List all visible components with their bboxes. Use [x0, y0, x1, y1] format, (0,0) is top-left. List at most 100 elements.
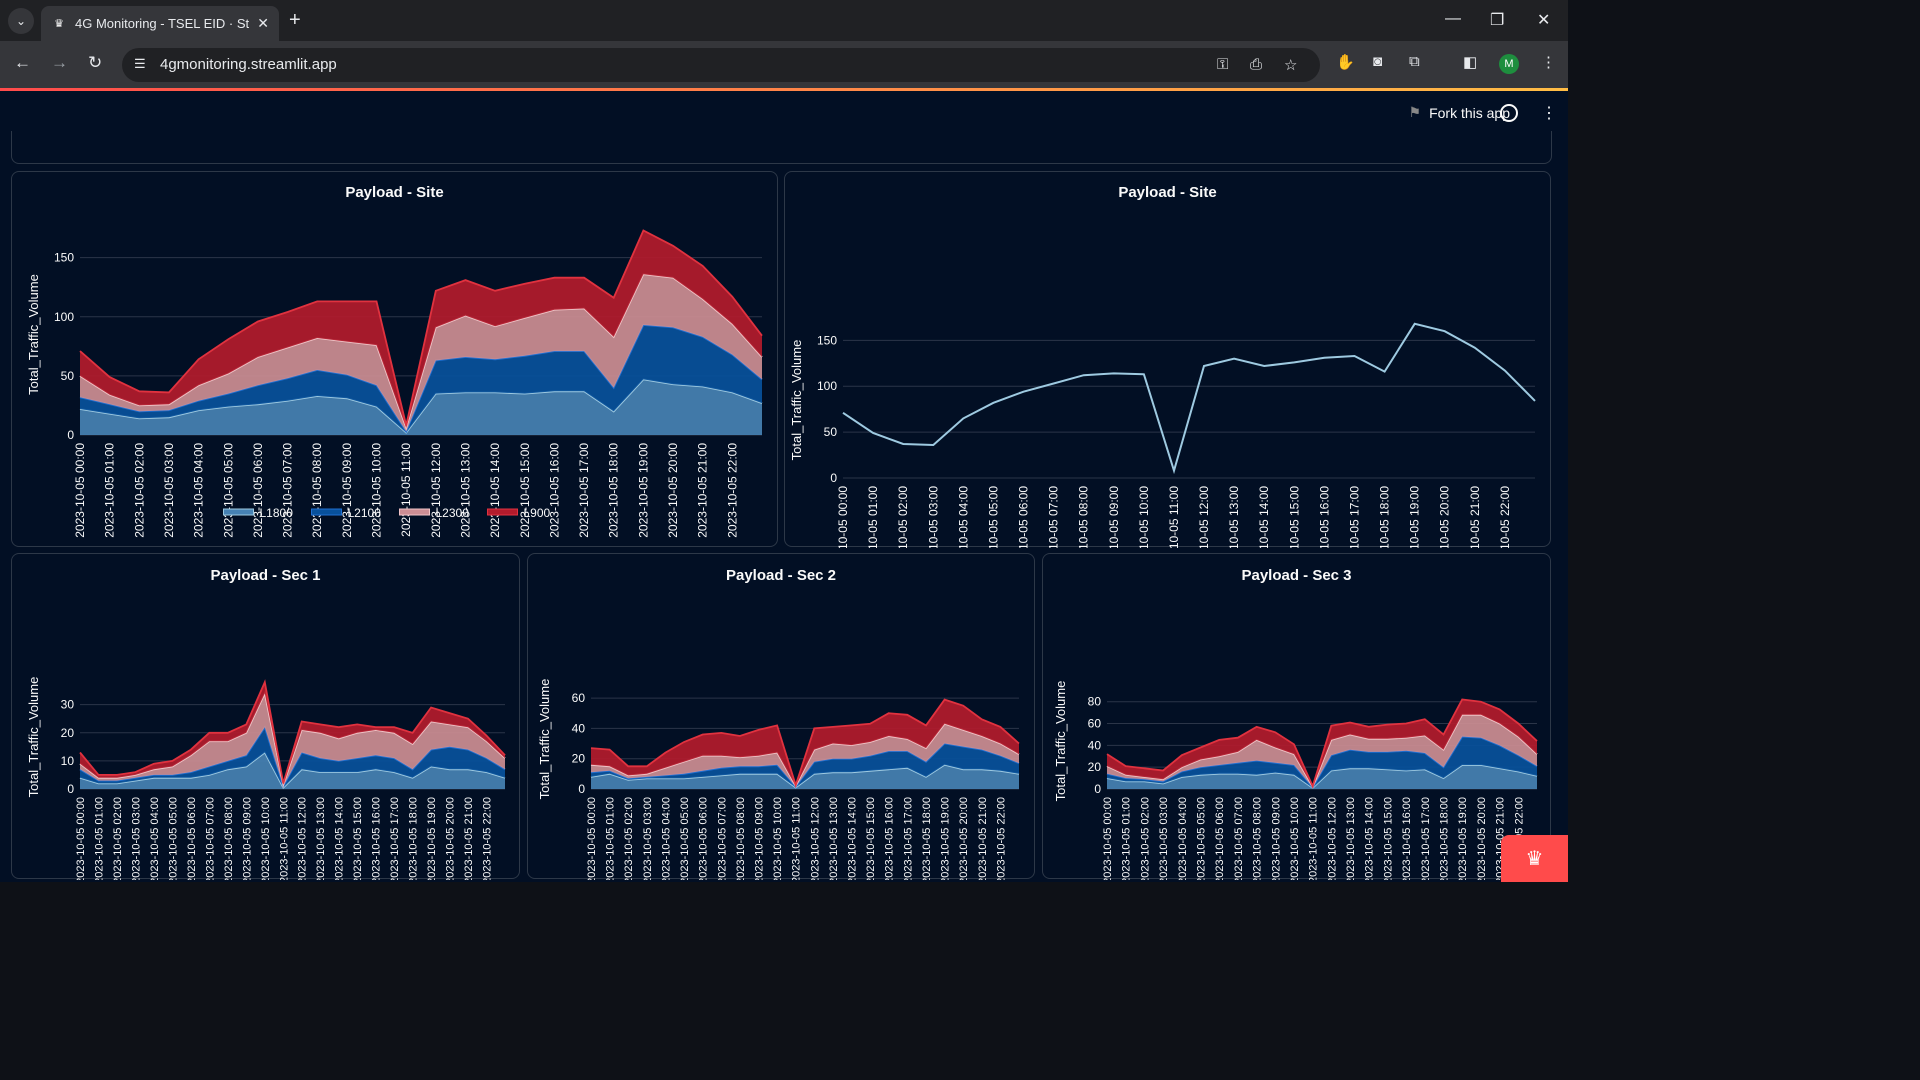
chart-panel-payload-sec3: Payload - Sec 3 0 20 40 60 80 Total_Traffic_V… — [1042, 553, 1552, 880]
bookmark-star-icon[interactable]: ☆ — [1284, 57, 1298, 74]
x-tick-label: 2023-10-05 20:00 — [1476, 797, 1488, 880]
x-tick-label: 2023-10-05 02:00 — [896, 486, 910, 548]
y-axis-label: Total_Traffic_Volume — [789, 340, 804, 461]
x-tick-label: 2023-10-05 09:00 — [241, 797, 253, 880]
y-tick-label: 20 — [572, 752, 586, 766]
address-bar[interactable]: ☰ 4gmonitoring.streamlit.app ⚿ ⎙ ☆ — [122, 48, 1320, 82]
y-tick-label: 100 — [54, 310, 74, 324]
x-tick-label: 2023-10-05 15:00 — [865, 797, 877, 880]
x-tick-label: 2023-10-05 13:00 — [1227, 486, 1241, 548]
area-series-L1800 — [80, 752, 505, 789]
area-line-L900 — [79, 229, 763, 426]
x-tick-label: 2023-10-05 01:00 — [93, 797, 105, 880]
chart-title: Payload - Site — [345, 184, 444, 201]
x-tick-label: 2023-10-05 18:00 — [1439, 797, 1451, 880]
area-line-L900 — [79, 679, 506, 784]
x-tick-label: 2023-10-05 07:00 — [204, 797, 216, 880]
x-tick-label: 2023-10-05 19:00 — [1408, 486, 1422, 548]
x-tick-label: 2023-10-05 03:00 — [130, 797, 142, 880]
site-info-icon[interactable]: ☰ — [134, 56, 146, 71]
y-tick-label: 40 — [1088, 738, 1102, 752]
close-tab-icon[interactable]: ✕ — [257, 15, 269, 31]
chevron-down-icon: ⌄ — [15, 14, 27, 28]
url-text[interactable]: 4gmonitoring.streamlit.app — [160, 56, 337, 73]
x-tick-label: 2023-10-05 16:00 — [371, 797, 383, 880]
x-tick-label: 2023-10-05 12:00 — [429, 443, 443, 538]
chart-panel-payload-sec1: Payload - Sec 1 0 10 20 30 Total_Traffic_Vol… — [11, 553, 521, 880]
x-tick-label: 2023-10-05 04:00 — [956, 486, 970, 548]
line-chart-payload-site[interactable]: 0 50 100 150 Total_Traffic_Volume 2023-10-05 … — [785, 172, 1552, 548]
area-chart-payload-site[interactable]: 0 50 100 150 Total_Traffic_Volume 2023-10-05 … — [12, 172, 779, 548]
x-tick-label: 2023-10-05 18:00 — [408, 797, 420, 880]
chart-title: Payload - Sec 1 — [210, 567, 321, 584]
area-chart-payload-sec3[interactable]: 0 20 40 60 80 Total_Traffic_Volume 2023-10-05 … — [1043, 554, 1552, 880]
y-tick-label: 80 — [1088, 695, 1102, 709]
tab-search-button[interactable]: ⌄ — [8, 8, 34, 34]
password-key-icon[interactable]: ⚿ — [1217, 56, 1229, 73]
area-chart-payload-sec2[interactable]: 0 20 40 60 Total_Traffic_Volume 2023-10-05 00… — [528, 554, 1036, 880]
area-series-L2100 — [80, 325, 762, 433]
x-tick-label: 2023-10-05 15:00 — [1382, 797, 1394, 880]
x-tick-label: 2023-10-05 14:00 — [334, 797, 346, 880]
x-tick-label: 2023-10-05 13:00 — [1345, 797, 1357, 880]
streamlit-crown-icon: ♛ — [54, 18, 64, 30]
y-tick-label: 0 — [67, 782, 74, 796]
minimize-window-button[interactable]: — — [1445, 10, 1461, 27]
app-menu-icon[interactable]: ⋮ — [1541, 105, 1557, 122]
x-tick-label: 2023-10-05 09:00 — [1107, 486, 1121, 548]
x-tick-label: 2023-10-05 04:00 — [192, 443, 206, 538]
install-app-icon[interactable]: ⎙ — [1250, 56, 1263, 73]
area-series-L2100 — [80, 727, 505, 788]
x-tick-label: 2023-10-05 12:00 — [297, 797, 309, 880]
legend-swatch-L2100 — [311, 508, 342, 516]
area-series-L2300 — [80, 274, 762, 432]
x-tick-label: 2023-10-05 16:00 — [884, 797, 896, 880]
x-tick-label: 2023-10-05 10:00 — [1289, 797, 1301, 880]
x-tick-label: 2023-10-05 08:00 — [1252, 797, 1264, 880]
browser-tab-active[interactable]: ♛ 4G Monitoring - TSEL EID · Stre ✕ — [41, 6, 279, 41]
new-tab-button[interactable]: + — [289, 9, 301, 31]
fork-button[interactable]: ⚑ Fork this app — [1409, 104, 1511, 121]
x-tick-label: 2023-10-05 22:00 — [1498, 486, 1512, 548]
streamlit-crown-badge[interactable]: ♛ — [1501, 835, 1568, 882]
area-series-L1800 — [1107, 765, 1537, 789]
area-chart-payload-sec1[interactable]: 0 10 20 30 Total_Traffic_Volume 2023-10-05 00… — [12, 554, 521, 880]
camera-extension-icon[interactable]: ◙ — [1373, 53, 1383, 70]
x-tick-label: 2023-10-05 17:00 — [577, 443, 591, 538]
y-axis-label: Total_Traffic_Volume — [26, 274, 41, 395]
reload-icon[interactable]: ↻ — [88, 53, 103, 72]
x-tick-label: 2023-10-05 17:00 — [902, 797, 914, 880]
close-window-button[interactable]: ✕ — [1537, 12, 1551, 29]
x-tick-label: 2023-10-05 12:00 — [1326, 797, 1338, 880]
streamlit-app: ⚑ Fork this app ⋮ Payload - Site 0 50 100 1… — [0, 91, 1568, 882]
extensions-puzzle-icon[interactable]: ⧉ — [1409, 53, 1420, 70]
area-series-L2300 — [1107, 714, 1537, 788]
legend-swatch-L2300 — [399, 508, 430, 516]
side-panel-icon[interactable]: ◧ — [1463, 54, 1478, 71]
x-tick-label: 2023-10-05 18:00 — [921, 797, 933, 880]
x-tick-label: 2023-10-05 19:00 — [426, 797, 438, 880]
x-tick-label: 2023-10-05 10:00 — [370, 443, 384, 538]
back-arrow-icon[interactable]: ← — [14, 53, 31, 72]
x-tick-label: 2023-10-05 01:00 — [103, 443, 117, 538]
fork-icon: ⚑ — [1408, 104, 1422, 120]
chart-panel-payload-site-area: Payload - Site 0 50 100 150 Total_Traffic_Vo… — [11, 171, 778, 547]
x-tick-label: 2023-10-05 08:00 — [735, 797, 747, 880]
x-tick-label: 2023-10-05 02:00 — [132, 443, 146, 538]
area-series-L2100 — [1107, 736, 1537, 788]
restore-window-button[interactable]: ❐ — [1490, 12, 1505, 29]
legend-label-L2300: L2300 — [436, 506, 470, 520]
extension-hand-icon[interactable]: ✋ — [1336, 54, 1355, 71]
x-tick-label: 2023-10-05 18:00 — [607, 443, 621, 538]
x-tick-label: 2023-10-05 20:00 — [958, 797, 970, 880]
x-tick-label: 2023-10-05 01:00 — [866, 486, 880, 548]
chart-panel-payload-sec2: Payload - Sec 2 0 20 40 60 Total_Traffic_Vol… — [527, 553, 1036, 880]
x-tick-label: 2023-10-05 03:00 — [162, 443, 176, 538]
x-tick-label: 2023-10-05 11:00 — [1308, 797, 1320, 880]
profile-avatar[interactable]: M — [1499, 54, 1519, 74]
forward-arrow-icon[interactable]: → — [51, 53, 68, 72]
github-icon[interactable] — [1500, 104, 1518, 122]
browser-menu-icon[interactable]: ⋮ — [1541, 54, 1556, 71]
y-tick-label: 10 — [61, 754, 75, 768]
y-tick-label: 40 — [572, 721, 586, 735]
